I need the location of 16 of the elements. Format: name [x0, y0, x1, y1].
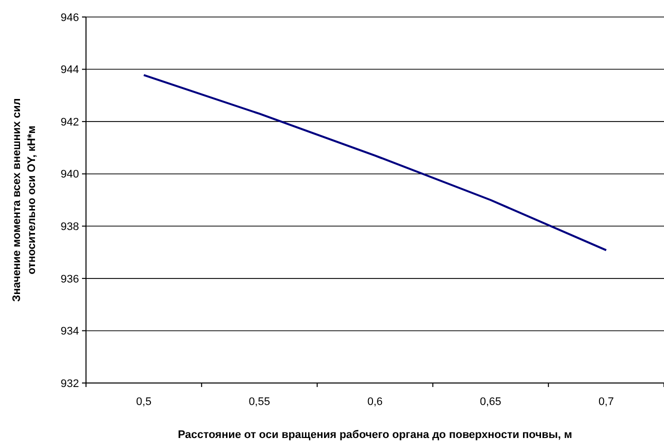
y-tick-label: 938 [60, 220, 79, 233]
y-tick-label: 942 [60, 116, 79, 128]
line-series [142, 74, 608, 252]
y-tick-label: 944 [60, 64, 79, 76]
y-tick-label: 940 [60, 168, 79, 181]
x-tick-label: 0,55 [248, 396, 270, 408]
x-tick-label: 0,65 [480, 396, 502, 408]
y-tick-label: 946 [60, 12, 79, 24]
x-axis-title: Расстояние от оси вращения рабочего органа до поверхности почвы, м [178, 429, 572, 441]
x-tick-label: 0,7 [598, 396, 614, 408]
y-tick-label: 932 [60, 378, 79, 390]
y-tick-label: 936 [60, 273, 79, 286]
y-axis-title: Значение момента всех внешних сил относительно оси OY, кН*м [11, 98, 38, 302]
x-tick-label: 0,5 [136, 396, 152, 408]
y-tick-label: 934 [60, 326, 79, 338]
x-tick-label: 0,6 [367, 396, 383, 408]
